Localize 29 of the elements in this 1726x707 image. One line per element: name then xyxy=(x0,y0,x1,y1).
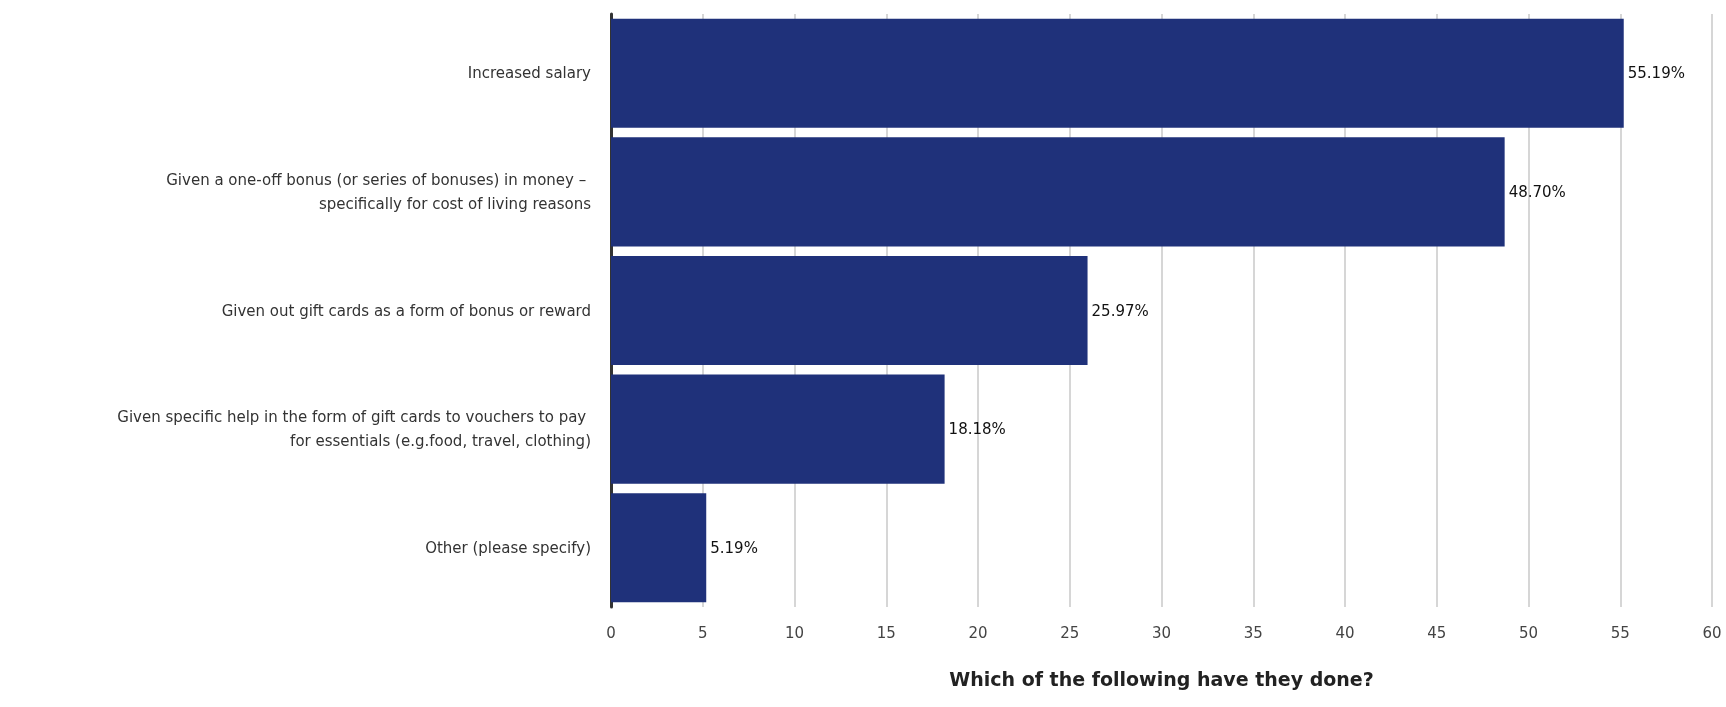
x-axis-title: Which of the following have they done? xyxy=(949,667,1374,690)
x-tick-label: 35 xyxy=(1243,623,1263,642)
data-label: 55.19% xyxy=(1627,64,1685,83)
x-tick-label: 50 xyxy=(1518,623,1539,642)
x-tick-label: 30 xyxy=(1151,623,1172,642)
y-tick-label: Other (please specify) xyxy=(425,538,591,557)
x-tick-label: 20 xyxy=(968,623,988,642)
y-tick-label: Given out gift cards as a form of bonus or reward xyxy=(221,301,591,320)
x-tick-label: 45 xyxy=(1427,623,1447,642)
bar xyxy=(611,137,1505,247)
bar xyxy=(611,18,1624,128)
x-tick-label: 25 xyxy=(1060,623,1080,642)
y-tick-label: Increased salary xyxy=(467,64,592,83)
y-tick-label: Given specific help in the form of gift cards to vouchers to pay for essentials (e.g.food, travel, clothing) xyxy=(117,408,591,451)
x-tick-label: 15 xyxy=(876,623,896,642)
data-label: 18.18% xyxy=(948,420,1006,439)
bar xyxy=(611,493,707,603)
data-label: 48.70% xyxy=(1508,182,1566,201)
data-label: 5.19% xyxy=(710,538,758,557)
bar xyxy=(611,255,1088,366)
x-tick-label: 60 xyxy=(1702,623,1722,642)
y-tick-label: Given a one-off bonus (or series of bonuses) in money – specifically for cost of living reasons xyxy=(166,170,592,213)
x-tick-label: 5 xyxy=(697,623,708,642)
x-tick-label: 40 xyxy=(1335,623,1355,642)
data-label: 25.97% xyxy=(1091,301,1149,320)
x-tick-label: 55 xyxy=(1610,623,1630,642)
bar xyxy=(611,374,945,484)
x-tick-label: 10 xyxy=(784,623,805,642)
x-tick-label: 0 xyxy=(606,623,616,642)
